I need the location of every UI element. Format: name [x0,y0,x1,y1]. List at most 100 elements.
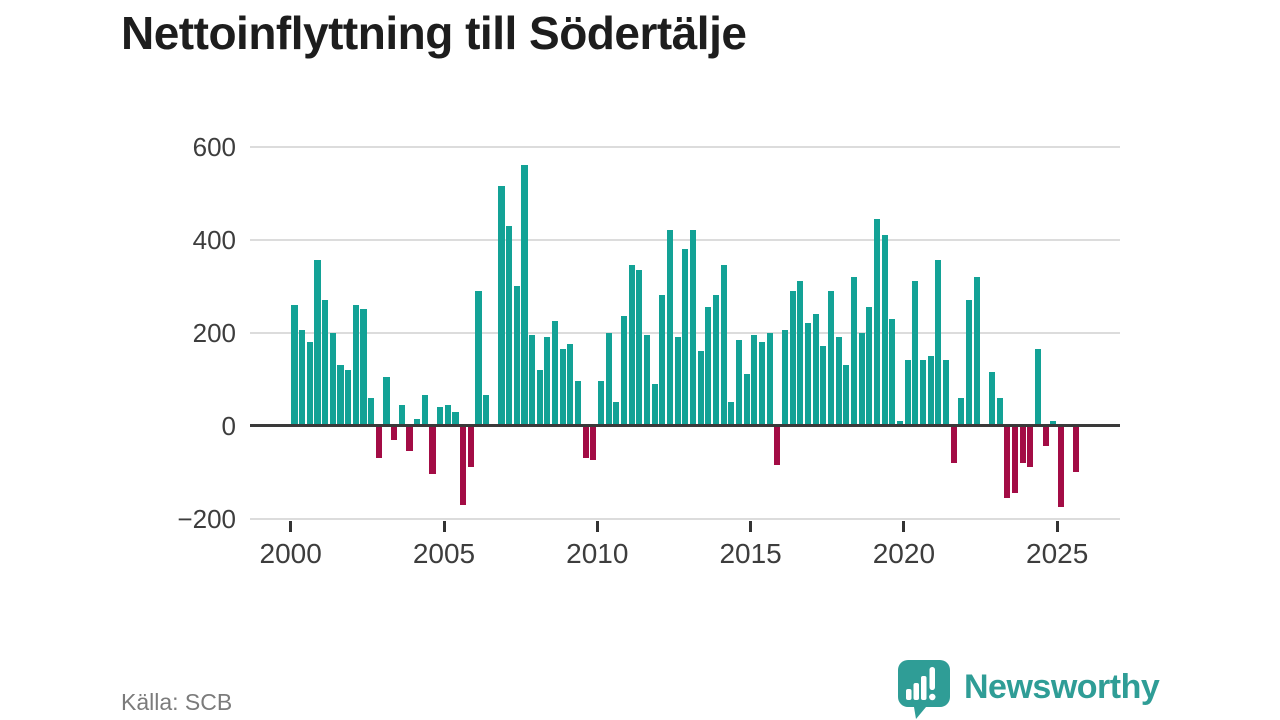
bar [368,397,375,426]
bar [805,323,812,426]
bar [896,420,904,426]
x-axis-tick [595,521,599,532]
bar [498,186,505,426]
bar [858,332,865,426]
bar [789,290,796,426]
bar [475,290,482,426]
bar [950,425,957,463]
x-axis-label: 2010 [566,538,629,569]
x-axis-tick [749,521,753,532]
bar [452,411,459,426]
bar [866,306,873,426]
bar [827,290,835,426]
bar [759,341,766,426]
bar [850,276,858,426]
bar [460,425,467,505]
bar [919,360,927,426]
bar [881,234,888,426]
zero-axis-line [250,424,1120,427]
x-axis-tick [1055,521,1059,532]
bar [958,397,965,426]
y-axis-label: −200 [177,503,236,534]
bar [536,369,543,426]
bar [927,355,934,426]
bar [751,334,758,426]
bar [690,230,697,426]
y-axis-label: 400 [192,224,236,255]
bar [421,395,428,426]
bar [375,425,382,459]
bar [835,337,842,426]
bar [942,360,950,426]
bar [437,406,444,426]
bar [1027,425,1034,468]
bar [444,404,451,426]
bar [720,265,727,426]
x-axis-tick [442,521,446,532]
bar [521,165,528,426]
bar [935,260,942,426]
bar [429,425,436,475]
chart-title: Nettoinflyttning till Södertälje [121,7,747,59]
bar [360,309,367,426]
bar [797,281,804,426]
bar [529,334,536,426]
bar [398,404,405,426]
x-axis-label: 2015 [719,538,782,569]
bar [843,365,850,426]
bar [567,344,574,426]
x-axis-label: 2000 [259,538,322,569]
bar [728,402,735,426]
bar [575,381,582,426]
bar [682,248,689,426]
bar [605,332,612,426]
bar [736,339,743,426]
x-axis-tick [902,521,906,532]
bar [1019,425,1026,463]
bar [1042,425,1049,447]
bar [513,286,520,426]
bar [306,341,313,426]
logo-exclamation-stem [929,667,935,690]
bar [996,397,1003,426]
bar [743,374,750,426]
bar [483,395,490,426]
bar [337,365,344,426]
x-axis-label: 2025 [1026,538,1089,569]
logo-exclamation-dot [929,693,936,701]
bar [391,425,398,440]
bar [774,425,781,465]
bar [973,276,980,426]
y-axis-label: 0 [221,410,236,441]
bar [1057,425,1065,507]
bar [299,330,306,426]
x-axis-label: 2020 [872,538,936,569]
bar [559,348,566,426]
bar [544,337,551,426]
bar [988,372,996,426]
bar [1011,425,1019,493]
y-axis-label: 600 [192,131,236,162]
gridline [250,238,1120,241]
bar [582,425,589,459]
bar [467,425,474,468]
bar [766,332,773,426]
logo-bar-large [921,676,927,700]
bar [613,402,620,426]
bar [697,351,704,426]
bar [598,381,605,426]
bar [667,230,674,426]
bar [621,316,628,426]
bar [291,304,298,426]
bar [506,225,513,426]
bar [329,332,336,426]
logo-bar-medium [913,683,919,700]
bar [873,218,881,426]
bar [383,376,390,426]
x-axis-label: 2005 [412,538,476,569]
bar [644,334,651,426]
bar [1073,425,1080,472]
bar [406,425,413,452]
bar [904,360,911,426]
bar [552,320,559,426]
